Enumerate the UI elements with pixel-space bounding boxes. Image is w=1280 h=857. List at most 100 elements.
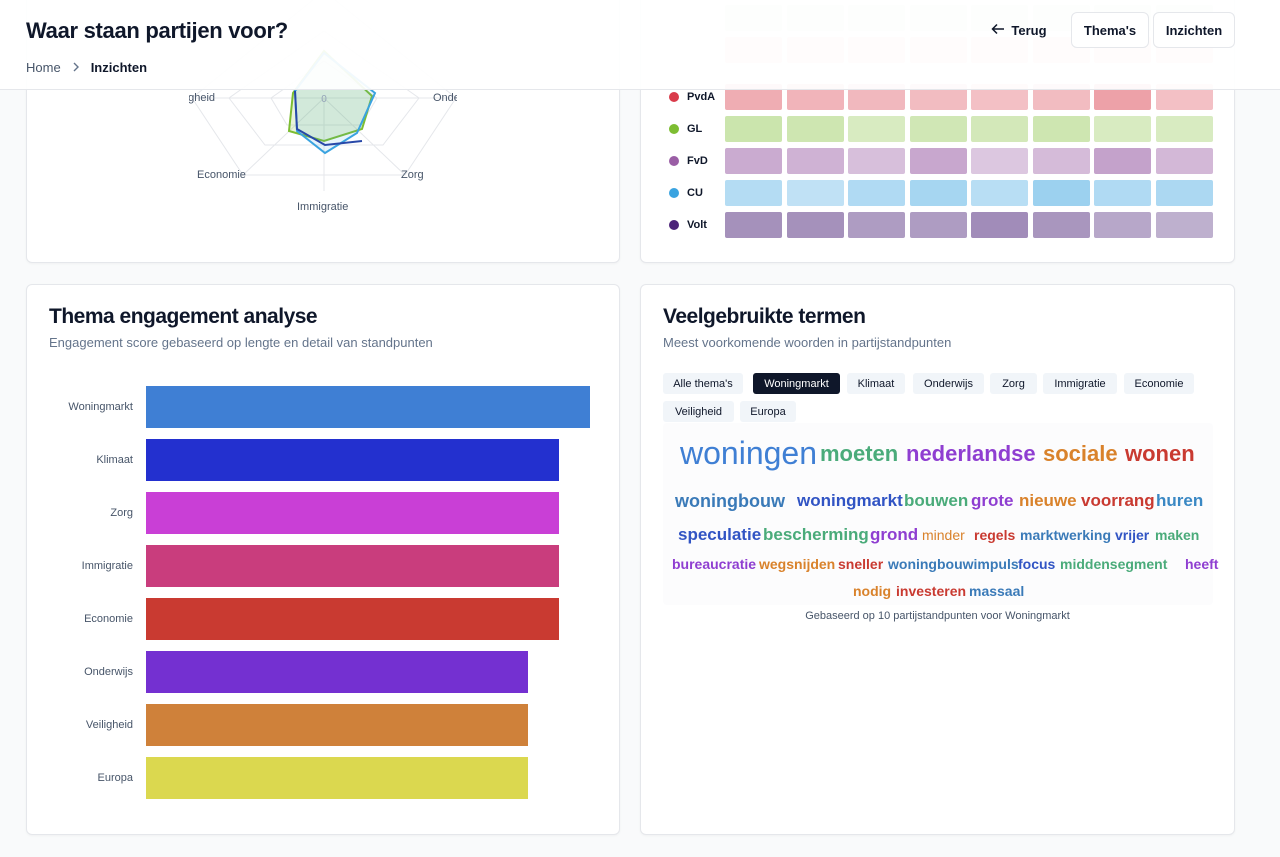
back-button[interactable]: Terug	[978, 12, 1060, 48]
heatmap-cell	[1156, 116, 1213, 142]
radar-label-economie: Economie	[197, 169, 246, 181]
heatmap-row: FvD	[669, 148, 727, 174]
filter-chip-immigratie[interactable]: Immigratie	[1043, 373, 1117, 394]
radar-label-zorg: Zorg	[401, 169, 424, 181]
heatmap-cell	[1094, 148, 1151, 174]
heatmap-cell	[910, 212, 967, 238]
engagement-bar[interactable]	[146, 598, 559, 640]
heatmap-cell	[1033, 212, 1090, 238]
filter-chip-zorg[interactable]: Zorg	[990, 373, 1037, 394]
heatmap-cell	[848, 148, 905, 174]
engagement-title: Thema engagement analyse	[49, 305, 318, 328]
word-cloud-term: woningmarkt	[797, 491, 903, 510]
breadcrumb-home-link[interactable]: Home	[26, 60, 61, 75]
top-header: Waar staan partijen voor? Home Inzichten…	[0, 0, 1280, 90]
heatmap-cell	[1156, 148, 1213, 174]
heatmap-cell	[971, 148, 1028, 174]
heatmap-cell	[787, 116, 844, 142]
themes-button[interactable]: Thema's	[1071, 12, 1149, 48]
word-cloud-term: voorrang	[1081, 491, 1155, 510]
terms-subtitle: Meest voorkomende woorden in partijstand…	[663, 335, 952, 350]
heatmap-cell	[1094, 180, 1151, 206]
filter-chip-alle-thema-s[interactable]: Alle thema's	[663, 373, 743, 394]
back-button-label: Terug	[1011, 22, 1047, 38]
engagement-subtitle: Engagement score gebaseerd op lengte en …	[49, 335, 433, 350]
engagement-bar[interactable]	[146, 651, 528, 693]
party-label: Volt	[687, 219, 707, 231]
filter-chip-klimaat[interactable]: Klimaat	[847, 373, 905, 394]
word-cloud-term: massaal	[969, 583, 1025, 599]
word-cloud-term: vrijer	[1115, 527, 1150, 543]
party-label: GL	[687, 123, 703, 135]
filter-chip-economie[interactable]: Economie	[1124, 373, 1194, 394]
heatmap-cell	[910, 180, 967, 206]
party-color-dot	[669, 220, 679, 230]
heatmap-cell	[848, 180, 905, 206]
filter-chip-onderwijs[interactable]: Onderwijs	[913, 373, 984, 394]
word-cloud: woningen moeten nederlandse sociale wonen won…	[663, 423, 1218, 605]
engagement-bar-label: Zorg	[110, 507, 133, 519]
word-cloud-term: bouwen	[904, 491, 969, 510]
heatmap-cell	[1033, 116, 1090, 142]
heatmap-cell	[787, 212, 844, 238]
heatmap-cell	[725, 212, 782, 238]
heatmap-cell	[1094, 116, 1151, 142]
insights-button[interactable]: Inzichten	[1153, 12, 1235, 48]
terms-card: Veelgebruikte termen Meest voorkomende w…	[640, 284, 1235, 835]
heatmap-cell	[910, 116, 967, 142]
party-color-dot	[669, 92, 679, 102]
heatmap-cell	[725, 180, 782, 206]
filter-chip-woningmarkt[interactable]: Woningmarkt	[753, 373, 840, 394]
word-cloud-term: grond	[870, 525, 919, 544]
filter-chip-veiligheid[interactable]: Veiligheid	[663, 401, 734, 422]
heatmap-cell	[787, 180, 844, 206]
word-cloud-term: nederlandse	[906, 441, 1036, 466]
word-cloud-term: heeft	[1185, 556, 1219, 572]
party-label: CU	[687, 187, 703, 199]
word-cloud-term: moeten	[820, 441, 899, 466]
party-color-dot	[669, 156, 679, 166]
word-cloud-term: woningbouwimpuls	[888, 556, 1019, 572]
party-label: PvdA	[687, 91, 716, 103]
heatmap-cell	[1033, 148, 1090, 174]
radar-label-veiligheid: Veiligheid	[189, 92, 215, 104]
word-cloud-term: woningbouw	[675, 491, 785, 511]
heatmap-cell	[1094, 212, 1151, 238]
word-cloud-term: regels	[974, 527, 1016, 543]
heatmap-cell	[1033, 180, 1090, 206]
word-cloud-term: focus	[1018, 556, 1056, 572]
engagement-bar[interactable]	[146, 545, 559, 587]
heatmap-cell	[725, 148, 782, 174]
engagement-bar[interactable]	[146, 439, 559, 481]
engagement-bar[interactable]	[146, 757, 528, 799]
radar-center-tick: 0	[321, 94, 327, 105]
engagement-bar[interactable]	[146, 386, 590, 428]
page-title: Waar staan partijen voor?	[26, 18, 288, 43]
heatmap-row: CU	[669, 180, 727, 206]
word-cloud-term: investeren	[896, 583, 967, 599]
engagement-bar[interactable]	[146, 704, 528, 746]
party-color-dot	[669, 124, 679, 134]
word-cloud-term: bureaucratie	[672, 556, 757, 572]
heatmap-cell	[787, 148, 844, 174]
engagement-bar[interactable]	[146, 492, 559, 534]
heatmap-row: Volt	[669, 212, 727, 238]
word-cloud-term: maken	[1155, 527, 1200, 543]
word-cloud-term: wonen	[1125, 441, 1195, 466]
heatmap-cell	[971, 116, 1028, 142]
word-cloud-term: nodig	[853, 583, 892, 599]
word-cloud-term: minder	[922, 527, 965, 543]
word-cloud-term: sociale	[1043, 441, 1118, 466]
word-cloud-term: grote	[971, 491, 1014, 510]
word-cloud-term: speculatie	[678, 525, 762, 544]
party-label: FvD	[687, 155, 708, 167]
party-color-dot	[669, 188, 679, 198]
arrow-left-icon	[991, 23, 1005, 38]
word-cloud-term: middensegment	[1060, 556, 1168, 572]
heatmap-cell	[971, 212, 1028, 238]
terms-footer: Gebaseerd op 10 partijstandpunten voor W…	[805, 610, 1070, 622]
filter-chip-europa[interactable]: Europa	[740, 401, 796, 422]
word-cloud-term: marktwerking	[1020, 527, 1112, 543]
engagement-card: Thema engagement analyse Engagement scor…	[26, 284, 620, 835]
heatmap-row: GL	[669, 116, 727, 142]
